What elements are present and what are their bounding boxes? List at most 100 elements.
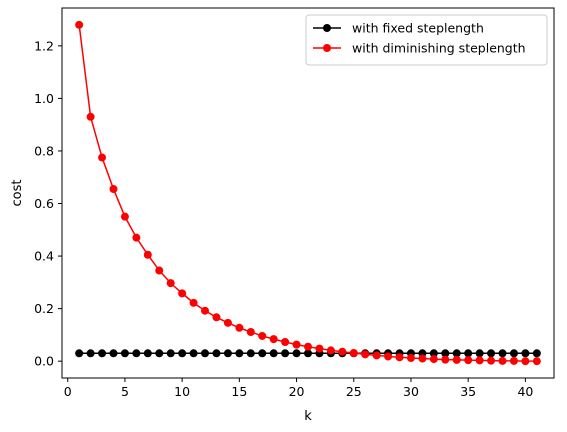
data-point xyxy=(441,355,450,364)
data-point xyxy=(452,349,461,358)
data-point xyxy=(475,356,484,365)
data-point xyxy=(143,250,152,259)
data-point xyxy=(132,349,141,358)
legend-label-diminishing: with diminishing steplength xyxy=(352,41,526,56)
data-point xyxy=(532,357,541,366)
legend-box xyxy=(305,14,548,66)
data-point xyxy=(349,349,358,358)
data-point xyxy=(281,349,290,358)
data-point xyxy=(109,185,118,194)
legend-marker-fixed xyxy=(323,24,331,32)
data-point xyxy=(498,356,507,365)
data-point xyxy=(338,347,347,356)
data-point xyxy=(281,338,290,346)
data-point xyxy=(304,349,312,358)
data-point xyxy=(441,349,450,358)
data-point xyxy=(246,328,255,337)
data-point xyxy=(178,289,187,298)
data-point xyxy=(178,349,187,358)
x-tick-label: 15 xyxy=(231,384,247,399)
x-tick-label: 30 xyxy=(403,384,419,399)
data-point xyxy=(487,356,496,365)
y-axis-label: cost xyxy=(10,180,25,207)
y-tick-label: 0.4 xyxy=(34,249,54,264)
data-point xyxy=(166,279,175,288)
y-tick-label: 0.0 xyxy=(34,354,54,369)
data-point xyxy=(361,350,370,359)
x-tick-label: 5 xyxy=(121,384,129,399)
data-point xyxy=(292,340,301,349)
data-point xyxy=(429,349,438,358)
data-point xyxy=(212,313,221,322)
data-point xyxy=(166,349,175,358)
data-point xyxy=(86,349,95,358)
data-point xyxy=(212,349,221,358)
series-layer xyxy=(75,20,541,366)
data-point xyxy=(418,354,427,363)
data-point xyxy=(98,349,107,358)
data-point xyxy=(223,349,232,358)
data-point xyxy=(269,335,278,344)
data-point xyxy=(235,323,244,332)
data-point xyxy=(532,349,541,358)
data-point xyxy=(75,349,84,358)
data-point xyxy=(223,318,232,327)
legend-marker-diminishing xyxy=(323,44,331,52)
data-point xyxy=(258,331,267,340)
y-axis: 0.0 0.2 0.4 0.6 0.8 1.0 1.2 xyxy=(34,38,62,369)
data-point xyxy=(509,349,518,358)
data-point xyxy=(109,349,118,358)
y-tick-label: 0.8 xyxy=(34,143,54,158)
series-diminishing xyxy=(75,20,541,366)
x-tick-label: 25 xyxy=(346,384,362,399)
data-point xyxy=(246,349,255,358)
data-point xyxy=(372,351,381,360)
data-point xyxy=(269,349,278,358)
data-point xyxy=(429,355,438,364)
data-point xyxy=(258,349,267,358)
data-point xyxy=(509,356,518,365)
x-tick-label: 40 xyxy=(517,384,533,399)
data-point xyxy=(235,349,244,358)
data-point xyxy=(189,298,198,307)
data-point xyxy=(201,349,210,358)
x-tick-label: 0 xyxy=(64,384,72,399)
data-point xyxy=(292,349,301,358)
data-point xyxy=(201,306,210,315)
x-tick-label: 35 xyxy=(460,384,476,399)
data-point xyxy=(452,355,461,364)
data-point xyxy=(75,20,84,29)
data-point xyxy=(120,212,129,221)
data-point xyxy=(406,354,415,363)
data-point xyxy=(498,349,507,358)
data-point xyxy=(120,349,129,358)
x-axis-label: k xyxy=(304,409,312,424)
data-point xyxy=(521,357,530,366)
data-point xyxy=(464,349,473,358)
data-point xyxy=(395,353,404,362)
data-point xyxy=(384,352,393,361)
data-point xyxy=(304,342,312,351)
y-tick-label: 1.2 xyxy=(34,38,54,53)
y-tick-label: 0.2 xyxy=(34,301,54,316)
data-point xyxy=(464,356,473,365)
data-point xyxy=(86,112,95,121)
legend: with fixed steplength with diminishing s… xyxy=(305,14,548,66)
data-point xyxy=(521,349,530,358)
data-point xyxy=(315,344,324,353)
x-tick-label: 10 xyxy=(174,384,190,399)
data-point xyxy=(326,346,335,355)
data-point xyxy=(143,349,152,358)
data-point xyxy=(132,233,141,242)
data-point xyxy=(189,349,198,358)
data-point xyxy=(487,349,496,358)
plot-frame xyxy=(61,7,555,379)
y-tick-label: 0.6 xyxy=(34,196,54,211)
data-point xyxy=(155,349,164,358)
data-point xyxy=(475,349,484,358)
y-tick-label: 1.0 xyxy=(34,91,54,106)
x-tick-label: 20 xyxy=(289,384,305,399)
x-axis: 0 5 10 15 20 25 30 35 40 xyxy=(64,378,533,399)
data-point xyxy=(155,266,164,275)
